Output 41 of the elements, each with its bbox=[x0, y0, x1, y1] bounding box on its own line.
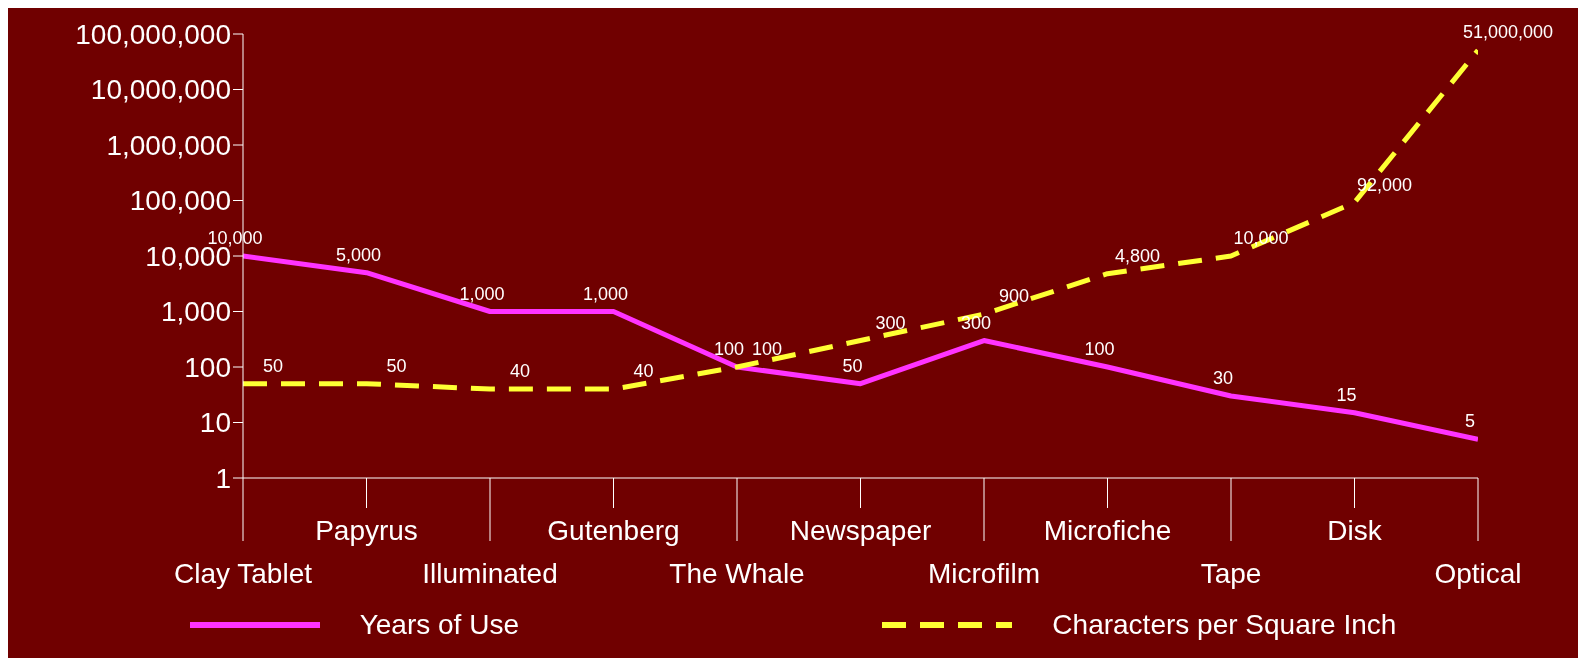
data-label: 100 bbox=[713, 339, 745, 359]
y-tick-label: 1 bbox=[215, 462, 231, 494]
data-label: 15 bbox=[1336, 384, 1357, 405]
y-tick-label: 100,000,000 bbox=[75, 18, 231, 50]
data-label: 1,000 bbox=[582, 283, 629, 304]
x-tick-label: Microfilm bbox=[928, 558, 1040, 589]
x-tick-label: Optical bbox=[1434, 558, 1522, 589]
data-label: 50 bbox=[842, 355, 863, 376]
data-label: 900 bbox=[998, 286, 1030, 307]
y-tick-label: 100 bbox=[184, 351, 231, 383]
data-label: 5,000 bbox=[335, 244, 382, 265]
data-label: 40 bbox=[509, 361, 531, 382]
data-label: 1,000 bbox=[459, 283, 505, 304]
y-tick-label: 1,000,000 bbox=[106, 129, 231, 161]
x-tick-label: Gutenberg bbox=[547, 515, 680, 546]
y-tick-label: 1,000 bbox=[160, 296, 231, 328]
x-tick-label: Microfiche bbox=[1043, 515, 1172, 546]
y-tick-label: 10,000,000 bbox=[90, 74, 231, 106]
legend-label: Characters per Square Inch bbox=[1052, 609, 1397, 641]
x-tick-label: Illuminated bbox=[422, 558, 558, 589]
x-tick-label: Papyrus bbox=[315, 515, 418, 546]
data-label: 40 bbox=[633, 361, 654, 382]
data-label: 30 bbox=[1212, 368, 1234, 389]
data-label: 50 bbox=[262, 355, 284, 376]
x-tick-label: Disk bbox=[1327, 515, 1383, 546]
data-label: 10,000 bbox=[1233, 228, 1289, 248]
legend-label: Years of Use bbox=[359, 609, 519, 641]
data-label: 100 bbox=[751, 339, 783, 359]
data-label: 5 bbox=[1464, 411, 1476, 432]
data-label: 100 bbox=[1084, 339, 1115, 359]
data-label: 300 bbox=[875, 312, 906, 333]
data-label: 4,800 bbox=[1114, 245, 1161, 266]
y-tick-label: 10 bbox=[199, 407, 231, 439]
x-tick-label: Tape bbox=[1200, 558, 1262, 589]
x-tick-label: Clay Tablet bbox=[173, 558, 313, 589]
y-tick-label: 100,000 bbox=[129, 185, 231, 217]
data-label: 51,000,000 bbox=[1462, 22, 1554, 43]
x-tick-label: The Whale bbox=[669, 558, 805, 589]
data-label: 300 bbox=[960, 312, 992, 333]
data-label: 50 bbox=[386, 355, 407, 376]
x-tick-label: Newspaper bbox=[789, 515, 932, 546]
